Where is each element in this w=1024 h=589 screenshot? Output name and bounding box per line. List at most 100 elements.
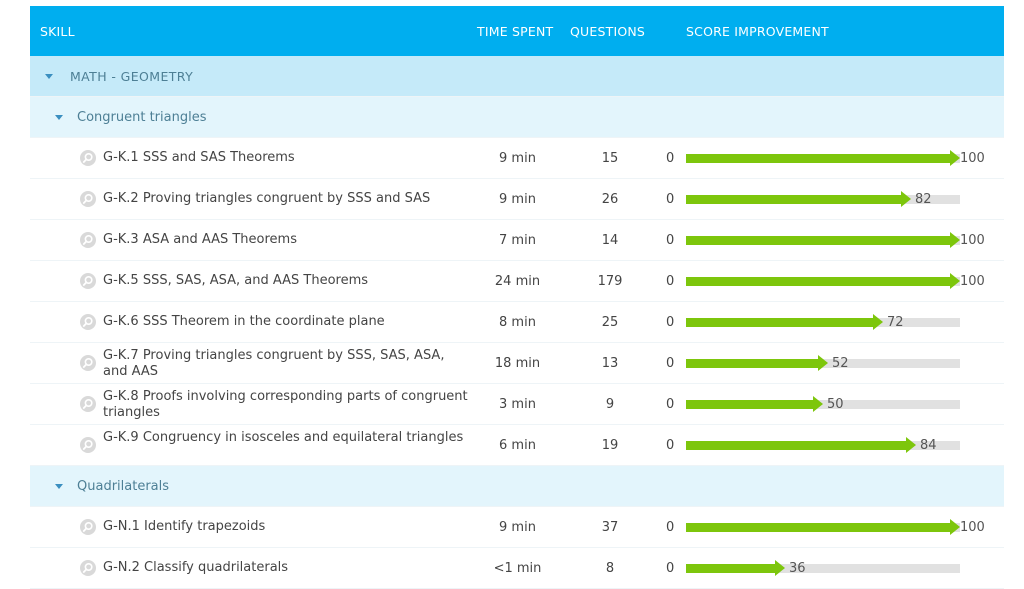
header-score-improvement[interactable]: SCORE IMPROVEMENT <box>686 24 829 39</box>
score-end-value: 100 <box>960 233 985 248</box>
score-bar-fill <box>686 154 950 163</box>
time-spent-value: 8 min <box>499 315 536 330</box>
category-row[interactable]: MATH - GEOMETRY <box>30 56 1004 97</box>
score-start-value: 0 <box>666 315 675 330</box>
score-bar-track: 52 <box>686 355 960 371</box>
score-start-value: 0 <box>666 356 675 371</box>
score-start-value: 0 <box>666 561 675 576</box>
category-label: MATH - GEOMETRY <box>70 69 194 84</box>
score-arrow-icon <box>901 191 911 207</box>
score-arrow-icon <box>950 273 960 289</box>
score-bar-fill <box>686 359 818 368</box>
skill-row[interactable]: G-K.6 SSS Theorem in the coordinate plan… <box>30 302 1004 343</box>
score-bar-track: 100 <box>686 519 985 535</box>
score-bar-track: 72 <box>686 314 960 330</box>
magnifier-icon[interactable] <box>80 314 96 330</box>
skills-report-table: SKILL TIME SPENT QUESTIONS SCORE IMPROVE… <box>30 6 1004 589</box>
score-start-value: 0 <box>666 233 675 248</box>
score-arrow-icon <box>950 150 960 166</box>
magnifier-icon[interactable] <box>80 519 96 535</box>
score-end-value: 84 <box>920 438 937 453</box>
score-arrow-icon <box>906 437 916 453</box>
skill-link[interactable]: G-K.8 Proofs involving corresponding par… <box>103 389 468 420</box>
magnifier-icon[interactable] <box>80 355 96 371</box>
score-bar-fill <box>686 195 901 204</box>
skill-link[interactable]: G-K.6 SSS Theorem in the coordinate plan… <box>103 314 385 329</box>
skill-row[interactable]: G-N.2 Classify quadrilaterals <1 min 8 0 36 <box>30 548 1004 589</box>
skill-link[interactable]: G-K.7 Proving triangles congruent by SSS… <box>103 348 445 379</box>
score-end-value: 100 <box>960 274 985 289</box>
time-spent-value: 9 min <box>499 520 536 535</box>
skill-link[interactable]: G-K.1 SSS and SAS Theorems <box>103 150 295 165</box>
magnifier-icon[interactable] <box>80 273 96 289</box>
skill-link[interactable]: G-K.5 SSS, SAS, ASA, and AAS Theorems <box>103 273 369 288</box>
score-start-value: 0 <box>666 192 675 207</box>
skill-link[interactable]: G-K.3 ASA and AAS Theorems <box>103 232 297 247</box>
score-arrow-icon <box>950 519 960 535</box>
header-skill[interactable]: SKILL <box>40 24 75 39</box>
group-row[interactable]: Congruent triangles <box>30 97 1004 138</box>
time-spent-value: 9 min <box>499 151 536 166</box>
header-questions[interactable]: QUESTIONS <box>570 24 646 39</box>
skill-row[interactable]: G-K.7 Proving triangles congruent by SSS… <box>30 343 1004 384</box>
group-label: Quadrilaterals <box>77 479 170 494</box>
skill-row[interactable]: G-K.9 Congruency in isosceles and equila… <box>30 425 1004 466</box>
score-start-value: 0 <box>666 520 675 535</box>
magnifier-icon[interactable] <box>80 437 96 453</box>
score-start-value: 0 <box>666 151 675 166</box>
questions-value: 13 <box>601 356 619 371</box>
group-label: Congruent triangles <box>77 110 207 125</box>
questions-value: 19 <box>601 438 619 453</box>
skill-row[interactable]: G-K.5 SSS, SAS, ASA, and AAS Theorems 24 … <box>30 261 1004 302</box>
score-bar-fill <box>686 523 950 532</box>
score-end-value: 100 <box>960 520 985 535</box>
skill-row[interactable]: G-K.8 Proofs involving corresponding par… <box>30 384 1004 425</box>
time-spent-value: 7 min <box>499 233 536 248</box>
score-end-value: 72 <box>887 315 904 330</box>
score-start-value: 0 <box>666 397 675 412</box>
score-bar-track: 100 <box>686 232 985 248</box>
score-bar-track: 82 <box>686 191 960 207</box>
skill-link[interactable]: G-N.2 Classify quadrilaterals <box>103 560 289 575</box>
score-arrow-icon <box>775 560 785 576</box>
header-time-spent[interactable]: TIME SPENT <box>477 24 554 39</box>
questions-value: 14 <box>601 233 619 248</box>
magnifier-icon[interactable] <box>80 560 96 576</box>
questions-value: 179 <box>597 274 623 289</box>
score-start-value: 0 <box>666 274 675 289</box>
questions-value: 15 <box>601 151 619 166</box>
score-bar-fill <box>686 318 873 327</box>
skill-link[interactable]: G-K.2 Proving triangles congruent by SSS… <box>103 191 431 206</box>
group-row[interactable]: Quadrilaterals <box>30 466 1004 507</box>
skill-row[interactable]: G-K.2 Proving triangles congruent by SSS… <box>30 179 1004 220</box>
time-spent-value: 3 min <box>499 397 536 412</box>
skill-row[interactable]: G-K.3 ASA and AAS Theorems 7 min 14 0 100 <box>30 220 1004 261</box>
score-bar-fill <box>686 277 950 286</box>
time-spent-value: 9 min <box>499 192 536 207</box>
score-arrow-icon <box>813 396 823 412</box>
score-bar-track: 84 <box>686 437 960 453</box>
magnifier-icon[interactable] <box>80 191 96 207</box>
score-arrow-icon <box>873 314 883 330</box>
score-bar-track: 50 <box>686 396 960 412</box>
caret-down-icon[interactable] <box>45 74 53 79</box>
score-bar-fill <box>686 400 813 409</box>
skill-row[interactable]: G-K.1 SSS and SAS Theorems 9 min 15 0 100 <box>30 138 1004 179</box>
magnifier-icon[interactable] <box>80 396 96 412</box>
score-start-value: 0 <box>666 438 675 453</box>
magnifier-icon[interactable] <box>80 232 96 248</box>
magnifier-icon[interactable] <box>80 150 96 166</box>
questions-value: 25 <box>601 315 619 330</box>
score-arrow-icon <box>818 355 828 371</box>
score-bar-track: 100 <box>686 150 985 166</box>
skill-link[interactable]: G-K.9 Congruency in isosceles and equila… <box>103 430 464 445</box>
skill-groups: Congruent triangles G-K.1 SSS and SAS The… <box>30 97 1004 589</box>
skill-row[interactable]: G-N.1 Identify trapezoids 9 min 37 0 100 <box>30 507 1004 548</box>
score-arrow-icon <box>950 232 960 248</box>
table-header: SKILL TIME SPENT QUESTIONS SCORE IMPROVE… <box>30 6 1004 56</box>
score-bar-track: 100 <box>686 273 985 289</box>
skill-link[interactable]: G-N.1 Identify trapezoids <box>103 519 266 534</box>
caret-down-icon[interactable] <box>55 484 63 489</box>
questions-value: 37 <box>601 520 619 535</box>
caret-down-icon[interactable] <box>55 115 63 120</box>
